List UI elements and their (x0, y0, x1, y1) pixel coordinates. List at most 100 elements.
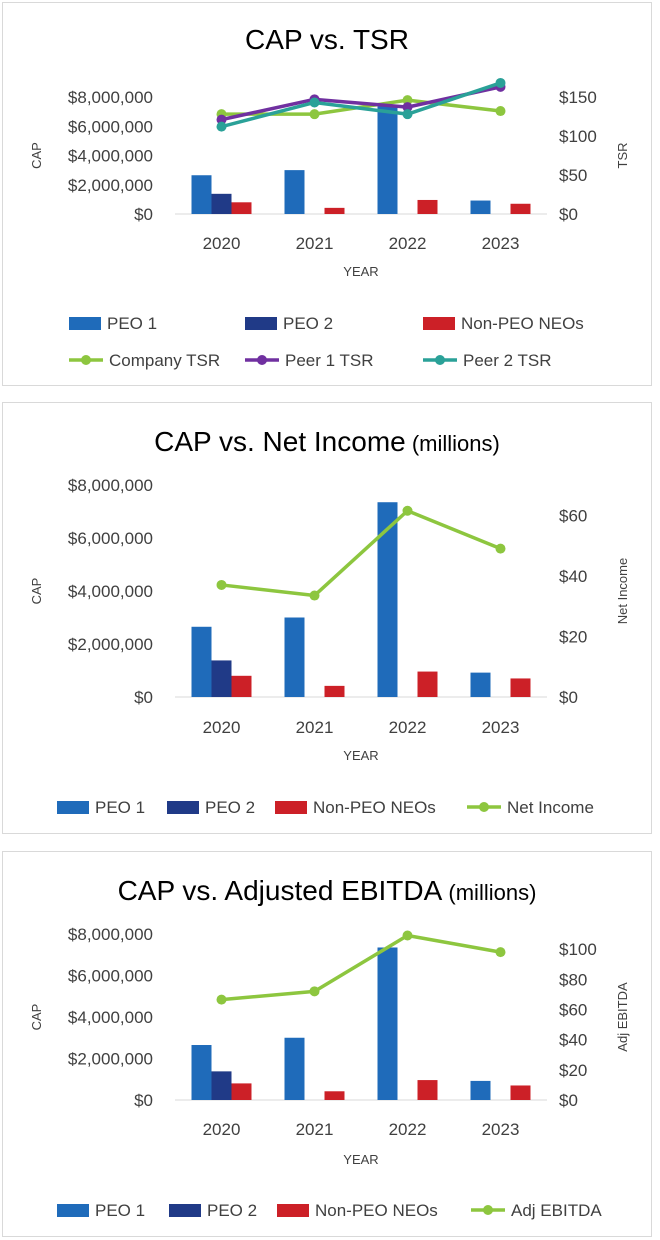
y-tick-label: $8,000,000 (68, 925, 153, 944)
y-tick-label: $4,000,000 (68, 1008, 153, 1027)
line-peer-2-tsr (219, 81, 503, 129)
y2-tick-label: $50 (559, 166, 587, 185)
x-axis-title: YEAR (343, 748, 378, 763)
bar-peo-1 (470, 672, 491, 697)
x-tick-label: 2021 (296, 234, 334, 253)
legend-label-peo-2: PEO 2 (205, 798, 255, 817)
y2-tick-label: $40 (559, 1031, 587, 1050)
bar-non-peo-neos (417, 1080, 438, 1100)
legend-swatch-peo-1 (69, 317, 101, 330)
x-tick-label: 2023 (482, 1120, 520, 1139)
point-net-income (309, 590, 320, 601)
y2-tick-label: $0 (559, 688, 578, 707)
chart-title-main: CAP vs. Adjusted EBITDA (118, 875, 443, 906)
legend-label-adj-ebitda: Adj EBITDA (511, 1201, 602, 1220)
bar-non-peo-neos (231, 675, 252, 697)
point-net-income (402, 505, 413, 516)
y2-tick-label: $150 (559, 88, 597, 107)
y2-tick-label: $0 (559, 205, 578, 224)
legend-label-peer-2-tsr: Peer 2 TSR (463, 351, 552, 370)
y2-tick-label: $100 (559, 940, 597, 959)
y2-tick-label: $0 (559, 1091, 578, 1110)
legend-label-net-income: Net Income (507, 798, 594, 817)
bar-peo-1 (377, 106, 398, 214)
point-adj-ebitda (309, 986, 320, 997)
y2-axis-title: Adj EBITDA (615, 982, 630, 1052)
point-peer-2-tsr (309, 97, 320, 108)
legend-label-peer-1-tsr: Peer 1 TSR (285, 351, 374, 370)
x-tick-label: 2023 (482, 718, 520, 737)
point-net-income (216, 579, 227, 590)
x-tick-label: 2022 (389, 718, 427, 737)
x-tick-label: 2021 (296, 1120, 334, 1139)
y-tick-label: $2,000,000 (68, 635, 153, 654)
point-peer-1-tsr (402, 102, 413, 113)
y2-tick-label: $80 (559, 970, 587, 989)
bar-peo-2 (211, 660, 232, 697)
bar-non-peo-neos (324, 685, 345, 697)
chart-cap-vs-adj-ebitda: CAP vs. Adjusted EBITDA (millions) $0 $2,0… (2, 851, 652, 1237)
point-net-income (495, 543, 506, 554)
bar-peo-1 (191, 175, 212, 214)
x-tick-label: 2023 (482, 234, 520, 253)
legend-marker-company-tsr (81, 355, 91, 365)
bar-non-peo-neos (324, 1091, 345, 1100)
bar-non-peo-neos (324, 207, 345, 214)
y-tick-label: $6,000,000 (68, 529, 153, 548)
x-tick-label: 2022 (389, 1120, 427, 1139)
y-tick-label: $0 (134, 205, 153, 224)
legend-label-peo-2: PEO 2 (283, 314, 333, 333)
x-tick-label: 2021 (296, 718, 334, 737)
legend-label-non-peo-neos: Non-PEO NEOs (315, 1201, 438, 1220)
legend-label-peo-1: PEO 1 (95, 798, 145, 817)
bar-peo-1 (284, 1037, 305, 1100)
legend-marker-peer-1-tsr (257, 355, 267, 365)
y-tick-label: $2,000,000 (68, 176, 153, 195)
y2-tick-label: $20 (559, 1061, 587, 1080)
chart-title: CAP vs. Net Income (millions) (154, 426, 500, 457)
y-tick-label: $0 (134, 1091, 153, 1110)
y-axis-title: CAP (29, 142, 44, 169)
y2-tick-label: $40 (559, 567, 587, 586)
y2-tick-label: $20 (559, 627, 587, 646)
y-tick-label: $4,000,000 (68, 582, 153, 601)
point-peer-2-tsr (495, 77, 506, 88)
legend-swatch-peo-2 (167, 801, 199, 814)
line-net-income (219, 508, 503, 598)
bar-peo-1 (284, 170, 305, 214)
y-tick-label: $0 (134, 688, 153, 707)
chart-title-main: CAP vs. Net Income (154, 426, 406, 457)
x-axis-title: YEAR (343, 1152, 378, 1167)
x-axis-title: YEAR (343, 264, 378, 279)
legend-swatch-non-peo-neos (275, 801, 307, 814)
point-adj-ebitda (402, 930, 413, 941)
bar-peo-1 (470, 200, 491, 214)
x-tick-label: 2020 (203, 234, 241, 253)
chart-title-suffix: (millions) (442, 880, 536, 905)
chart-svg-adj-ebitda: CAP vs. Adjusted EBITDA (millions) $0 $2,0… (29, 875, 630, 1220)
bar-non-peo-neos (231, 1083, 252, 1100)
chart-svg-net-income: CAP vs. Net Income (millions) $0 $2,000,00… (29, 426, 630, 817)
chart-title-suffix: (millions) (406, 431, 500, 456)
y-axis-title: CAP (29, 578, 44, 605)
chart-cap-vs-net-income: CAP vs. Net Income (millions) $0 $2,000,00… (2, 402, 652, 834)
point-peer-2-tsr (216, 121, 227, 132)
chart-title: CAP vs. Adjusted EBITDA (millions) (118, 875, 537, 906)
legend-swatch-non-peo-neos (423, 317, 455, 330)
legend-marker-peer-2-tsr (435, 355, 445, 365)
y2-axis-title: Net Income (615, 558, 630, 624)
legend-swatch-peo-2 (245, 317, 277, 330)
y-tick-label: $8,000,000 (68, 476, 153, 495)
line-adj-ebitda (219, 933, 503, 1002)
point-company-tsr (309, 109, 320, 120)
legend-swatch-non-peo-neos (277, 1204, 309, 1217)
legend-label-peo-1: PEO 1 (95, 1201, 145, 1220)
legend-swatch-peo-1 (57, 1204, 89, 1217)
legend-marker-adj-ebitda (483, 1205, 493, 1215)
bar-non-peo-neos (417, 199, 438, 214)
bar-peo-1 (377, 502, 398, 697)
bar-peo-2 (211, 1071, 232, 1100)
bar-peo-2 (211, 193, 232, 214)
point-peer-1-tsr (216, 114, 227, 125)
bar-peo-1 (191, 626, 212, 697)
